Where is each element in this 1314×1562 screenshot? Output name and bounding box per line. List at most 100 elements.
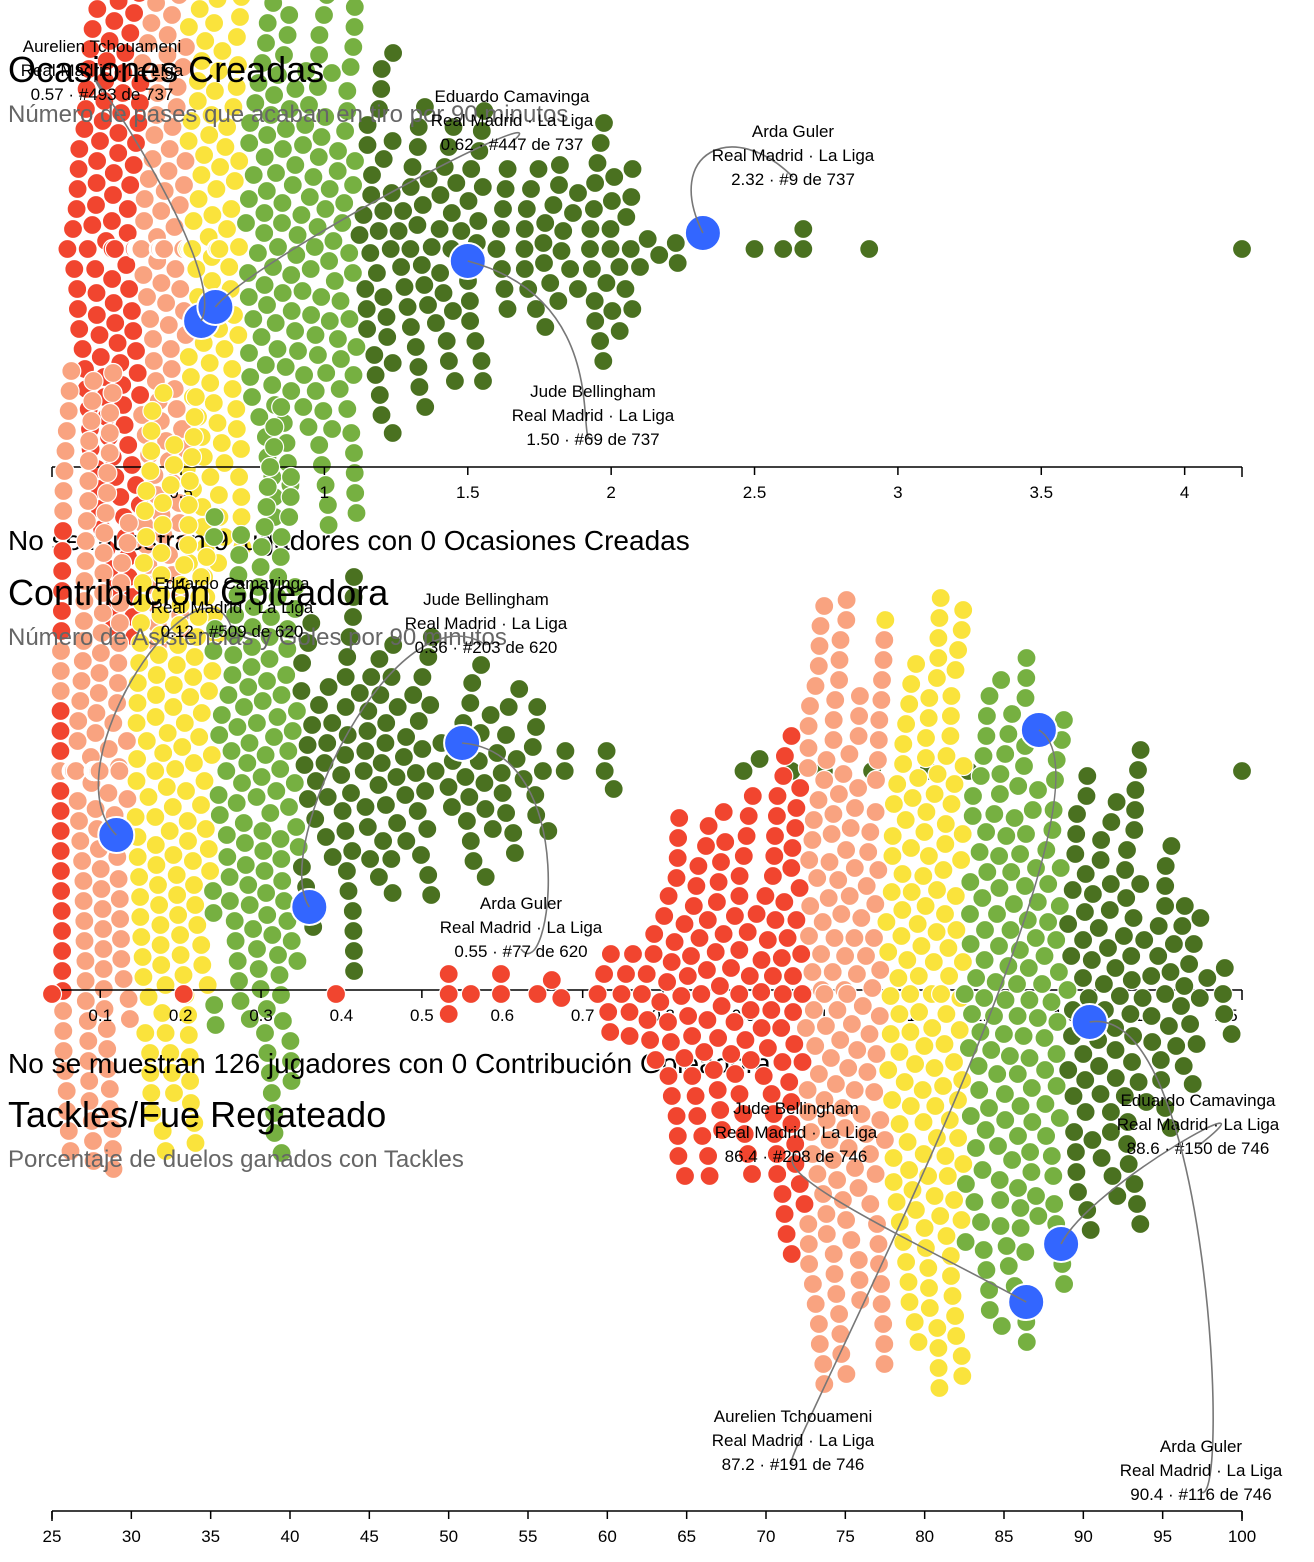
player-point[interactable] <box>441 796 462 818</box>
player-point[interactable] <box>335 696 356 718</box>
player-point[interactable] <box>699 1165 720 1187</box>
player-point[interactable] <box>343 920 364 942</box>
player-point[interactable] <box>929 607 950 629</box>
player-point[interactable] <box>828 669 850 691</box>
player-point[interactable] <box>935 813 956 835</box>
player-point[interactable] <box>486 238 507 260</box>
player-point[interactable] <box>86 702 107 724</box>
player-point[interactable] <box>366 262 387 284</box>
player-point[interactable] <box>254 222 275 244</box>
player-point[interactable] <box>183 666 204 688</box>
player-point[interactable] <box>810 615 831 637</box>
player-point[interactable] <box>1072 967 1094 989</box>
player-point[interactable] <box>293 396 314 418</box>
player-point[interactable] <box>400 176 421 198</box>
player-point[interactable] <box>822 961 843 983</box>
player-point[interactable] <box>915 1237 937 1259</box>
player-point[interactable] <box>516 198 537 220</box>
player-point[interactable] <box>859 1023 880 1045</box>
player-point[interactable] <box>166 96 187 118</box>
player-point[interactable] <box>249 406 270 428</box>
player-point[interactable] <box>944 1305 966 1327</box>
player-point[interactable] <box>202 204 223 226</box>
player-point[interactable] <box>1102 1165 1123 1187</box>
player-point[interactable] <box>257 904 278 926</box>
player-point[interactable] <box>208 784 229 806</box>
player-point[interactable] <box>256 998 277 1020</box>
player-point[interactable] <box>969 1079 990 1101</box>
player-point[interactable] <box>1134 929 1155 951</box>
player-point[interactable] <box>764 825 786 847</box>
player-point[interactable] <box>850 1289 871 1311</box>
player-point[interactable] <box>386 766 407 788</box>
player-point[interactable] <box>976 725 997 747</box>
player-point[interactable] <box>562 202 584 224</box>
player-point[interactable] <box>50 680 71 702</box>
player-point[interactable] <box>204 506 225 528</box>
player-point[interactable] <box>327 160 348 182</box>
player-point[interactable] <box>405 762 426 784</box>
player-point[interactable] <box>130 886 151 908</box>
player-point[interactable] <box>797 1079 818 1101</box>
player-point[interactable] <box>335 120 356 142</box>
player-point[interactable] <box>697 1009 718 1031</box>
player-point[interactable] <box>1015 687 1036 709</box>
player-point[interactable] <box>195 818 216 840</box>
player-point[interactable] <box>1090 1083 1111 1105</box>
player-point[interactable] <box>140 1042 161 1064</box>
player-point[interactable] <box>203 902 224 924</box>
player-point[interactable] <box>337 646 358 668</box>
player-point[interactable] <box>533 252 555 274</box>
player-point[interactable] <box>891 925 912 947</box>
player-point[interactable] <box>296 60 317 82</box>
player-point[interactable] <box>67 178 88 200</box>
player-point[interactable] <box>970 765 991 787</box>
player-point[interactable] <box>104 10 125 32</box>
player-point[interactable] <box>175 36 196 58</box>
player-point[interactable] <box>342 606 364 628</box>
player-point[interactable] <box>462 672 483 694</box>
player-point[interactable] <box>53 1040 74 1062</box>
player-point[interactable] <box>908 767 929 789</box>
player-point[interactable] <box>540 272 561 294</box>
player-point[interactable] <box>177 830 199 852</box>
player-point[interactable] <box>305 770 326 792</box>
player-point[interactable] <box>243 164 264 186</box>
player-point[interactable] <box>934 903 956 925</box>
player-point[interactable] <box>514 218 535 240</box>
player-point[interactable] <box>182 850 203 872</box>
player-point[interactable] <box>1046 929 1067 951</box>
player-point[interactable] <box>773 238 794 260</box>
player-point[interactable] <box>837 983 858 1005</box>
player-point[interactable] <box>257 12 278 34</box>
player-point[interactable] <box>225 604 246 626</box>
player-point[interactable] <box>102 184 124 206</box>
player-point[interactable] <box>835 1209 857 1231</box>
player-point[interactable] <box>975 1119 996 1141</box>
player-point[interactable] <box>382 352 403 374</box>
player-point[interactable] <box>871 669 893 691</box>
player-point[interactable] <box>1058 1059 1079 1081</box>
player-point[interactable] <box>169 194 190 216</box>
player-point[interactable] <box>1063 1121 1085 1143</box>
player-point[interactable] <box>970 1211 992 1233</box>
player-point[interactable] <box>1099 899 1120 921</box>
player-point[interactable] <box>603 778 624 800</box>
player-point[interactable] <box>76 78 97 100</box>
player-point[interactable] <box>955 1231 976 1253</box>
player-point[interactable] <box>95 502 116 524</box>
player-point[interactable] <box>208 60 229 82</box>
player-point[interactable] <box>832 1189 854 1211</box>
player-point[interactable] <box>1077 765 1098 787</box>
player-point[interactable] <box>228 236 250 258</box>
player-point[interactable] <box>146 664 167 686</box>
player-point[interactable] <box>130 0 149 4</box>
player-point[interactable] <box>587 983 608 1005</box>
player-point[interactable] <box>281 300 302 322</box>
player-point[interactable] <box>924 1057 945 1079</box>
player-point[interactable] <box>825 1073 847 1095</box>
player-point[interactable] <box>69 318 90 340</box>
player-point[interactable] <box>115 42 136 64</box>
player-point[interactable] <box>823 709 844 731</box>
player-point[interactable] <box>919 687 940 709</box>
